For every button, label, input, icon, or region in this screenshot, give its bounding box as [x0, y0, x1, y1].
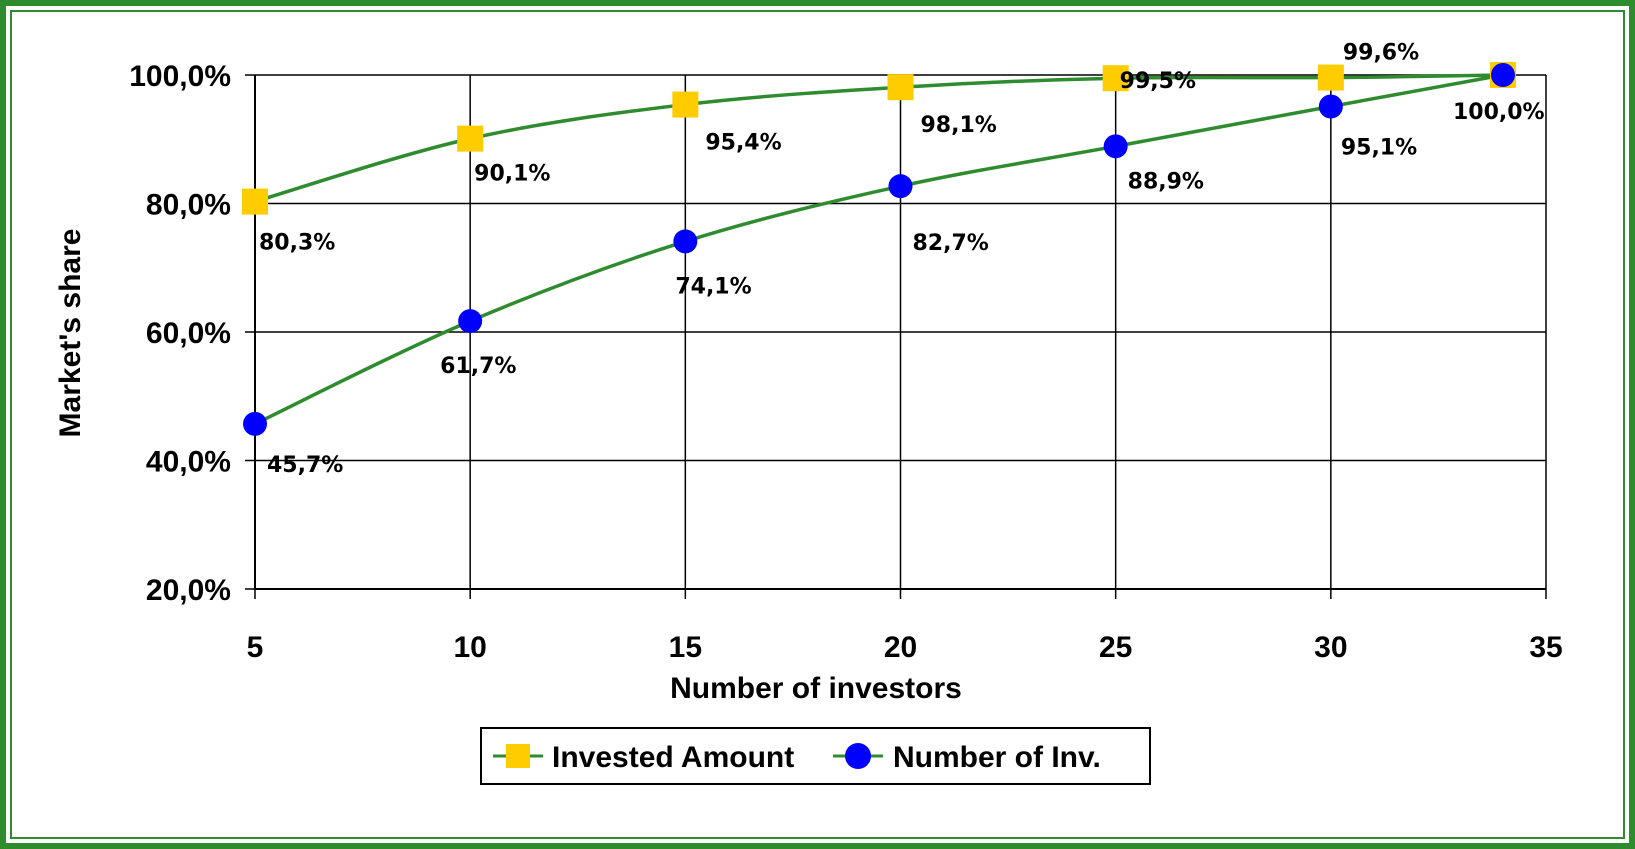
data-point-square — [242, 188, 268, 215]
data-point-square — [1102, 65, 1129, 92]
data-label: 74,1% — [675, 274, 751, 299]
data-label: 82,7% — [913, 231, 989, 256]
data-label: 98,1% — [921, 113, 997, 138]
y-tick-label: 20,0% — [146, 574, 231, 607]
data-label: 61,7% — [440, 354, 516, 379]
y-axis-title: Market's share — [54, 229, 87, 438]
data-label: 95,1% — [1341, 135, 1417, 160]
series-markers — [242, 62, 1516, 436]
data-label: 99,5% — [1120, 69, 1196, 94]
data-point-square — [887, 74, 914, 101]
legend-box — [480, 727, 1151, 785]
legend: Invested Amount Number of Inv. — [480, 727, 1151, 785]
legend-square-marker-icon — [506, 744, 530, 768]
x-tick-label: 15 — [669, 631, 702, 664]
legend-label-invested-amount: Invested Amount — [552, 741, 794, 774]
data-point-square — [672, 91, 699, 118]
data-point-circle — [673, 229, 698, 254]
legend-item-invested-amount: Invested Amount — [493, 741, 794, 774]
data-point-circle — [1318, 94, 1343, 119]
x-tick-label: 5 — [247, 631, 264, 664]
data-labels: 80,3% 90,1% 95,4% 98,1% 99,5% 99,6% 45,7% 61,7%… — [259, 41, 1545, 478]
x-tick-label: 20 — [884, 631, 917, 664]
x-tick-label: 10 — [453, 631, 486, 664]
data-point-circle — [458, 309, 483, 334]
data-point-circle — [1103, 134, 1128, 159]
y-tick-label: 80,0% — [146, 189, 231, 222]
data-point-square — [457, 125, 484, 152]
legend-label-number-of-inv: Number of Inv. — [893, 741, 1101, 774]
data-label: 100,0% — [1453, 100, 1545, 125]
y-tick-label: 40,0% — [146, 446, 231, 479]
chart-frame-inner — [10, 10, 1625, 839]
data-label: 99,6% — [1343, 41, 1419, 66]
legend-circle-marker-icon — [845, 743, 871, 769]
data-point-circle — [1490, 63, 1515, 87]
x-tick-label: 25 — [1099, 631, 1132, 664]
data-point-circle — [243, 411, 267, 436]
x-axis-title: Number of investors — [670, 672, 962, 705]
legend-item-number-of-inv: Number of Inv. — [833, 741, 1101, 774]
data-label: 88,9% — [1128, 169, 1204, 194]
y-tick-label: 100,0% — [129, 60, 231, 93]
axes: 20,0% 40,0% 60,0% 80,0% 100,0% 5 10 15 20 25 30 35 — [129, 60, 1562, 664]
data-label: 45,7% — [267, 453, 343, 478]
data-point-square — [1317, 64, 1344, 91]
data-label: 90,1% — [474, 162, 550, 187]
y-tick-label: 60,0% — [146, 317, 231, 350]
x-tick-label: 30 — [1314, 631, 1347, 664]
data-label: 80,3% — [259, 231, 335, 256]
series-line-invested-amount — [254, 73, 1503, 204]
x-tick-label: 35 — [1529, 631, 1562, 664]
data-point-circle — [888, 174, 913, 199]
data-label: 95,4% — [705, 131, 781, 156]
